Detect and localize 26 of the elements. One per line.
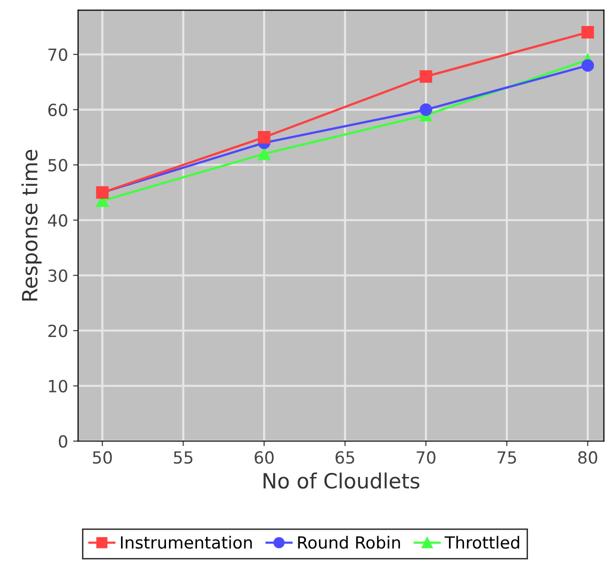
y-tick-label: 50 bbox=[48, 158, 68, 172]
point bbox=[581, 59, 594, 72]
x-tick-label: 75 bbox=[498, 451, 516, 464]
y-tick-label: 30 bbox=[48, 269, 68, 282]
legend-label: Round Robin bbox=[298, 536, 400, 549]
x-tick-label: 70 bbox=[416, 451, 436, 464]
y-tick-label: 20 bbox=[48, 324, 68, 338]
x-tick-label: 50 bbox=[93, 451, 112, 464]
point bbox=[258, 131, 270, 144]
point bbox=[420, 103, 432, 116]
y-tick-label: 0 bbox=[58, 435, 68, 448]
y-axis-title: Response time bbox=[21, 150, 42, 300]
x-tick-label: 80 bbox=[578, 451, 598, 464]
point bbox=[420, 70, 432, 83]
x-axis-title: No of Cloudlets bbox=[264, 472, 420, 489]
legend-label: Throttled bbox=[444, 536, 520, 549]
x-tick-label: 55 bbox=[174, 451, 192, 464]
legend-label: Instrumentation bbox=[120, 536, 252, 549]
point bbox=[581, 26, 594, 39]
y-tick-label: 60 bbox=[48, 104, 68, 116]
point bbox=[258, 148, 270, 160]
y-tick-label: 40 bbox=[48, 214, 68, 227]
y-tick-label: 70 bbox=[48, 48, 68, 61]
x-tick-label: 65 bbox=[336, 451, 354, 464]
y-tick-label: 10 bbox=[48, 380, 68, 392]
x-tick-label: 60 bbox=[254, 451, 274, 464]
